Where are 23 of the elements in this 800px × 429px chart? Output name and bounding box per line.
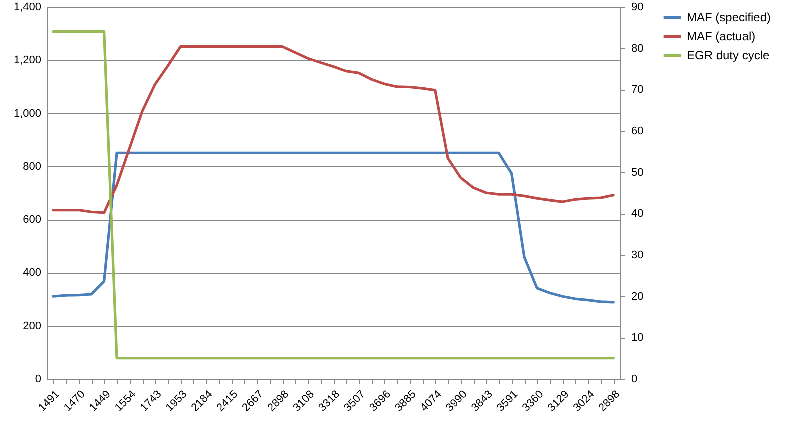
line-series (52, 46, 615, 214)
y2-tick-label: 70 (632, 84, 644, 96)
y2-tick-label: 90 (632, 2, 644, 14)
y-tick-label: 1,000 (14, 108, 42, 120)
y-tick-label: 200 (23, 320, 42, 332)
y-tick-label: 0 (35, 374, 42, 386)
legend-label: EGR duty cycle (687, 48, 770, 62)
legend-label: MAF (actual) (687, 30, 756, 44)
line-series (52, 152, 615, 304)
y2-tick-label: 20 (632, 290, 644, 303)
y-tick-label: 600 (23, 214, 42, 226)
legend-label: MAF (specified) (687, 10, 772, 24)
y2-tick-label: 80 (632, 42, 644, 55)
y-tick-label: 1,400 (14, 2, 42, 14)
y2-tick-label: 10 (632, 332, 644, 344)
y2-tick-label: 50 (632, 166, 644, 179)
y-tick-label: 400 (23, 267, 42, 280)
y2-tick-label: 40 (632, 208, 644, 220)
y2-tick-label: 0 (632, 374, 638, 386)
y2-tick-label: 60 (632, 126, 644, 138)
y-tick-label: 1,200 (14, 54, 42, 67)
y-tick-label: 800 (23, 160, 42, 173)
y2-tick-label: 30 (632, 250, 644, 262)
